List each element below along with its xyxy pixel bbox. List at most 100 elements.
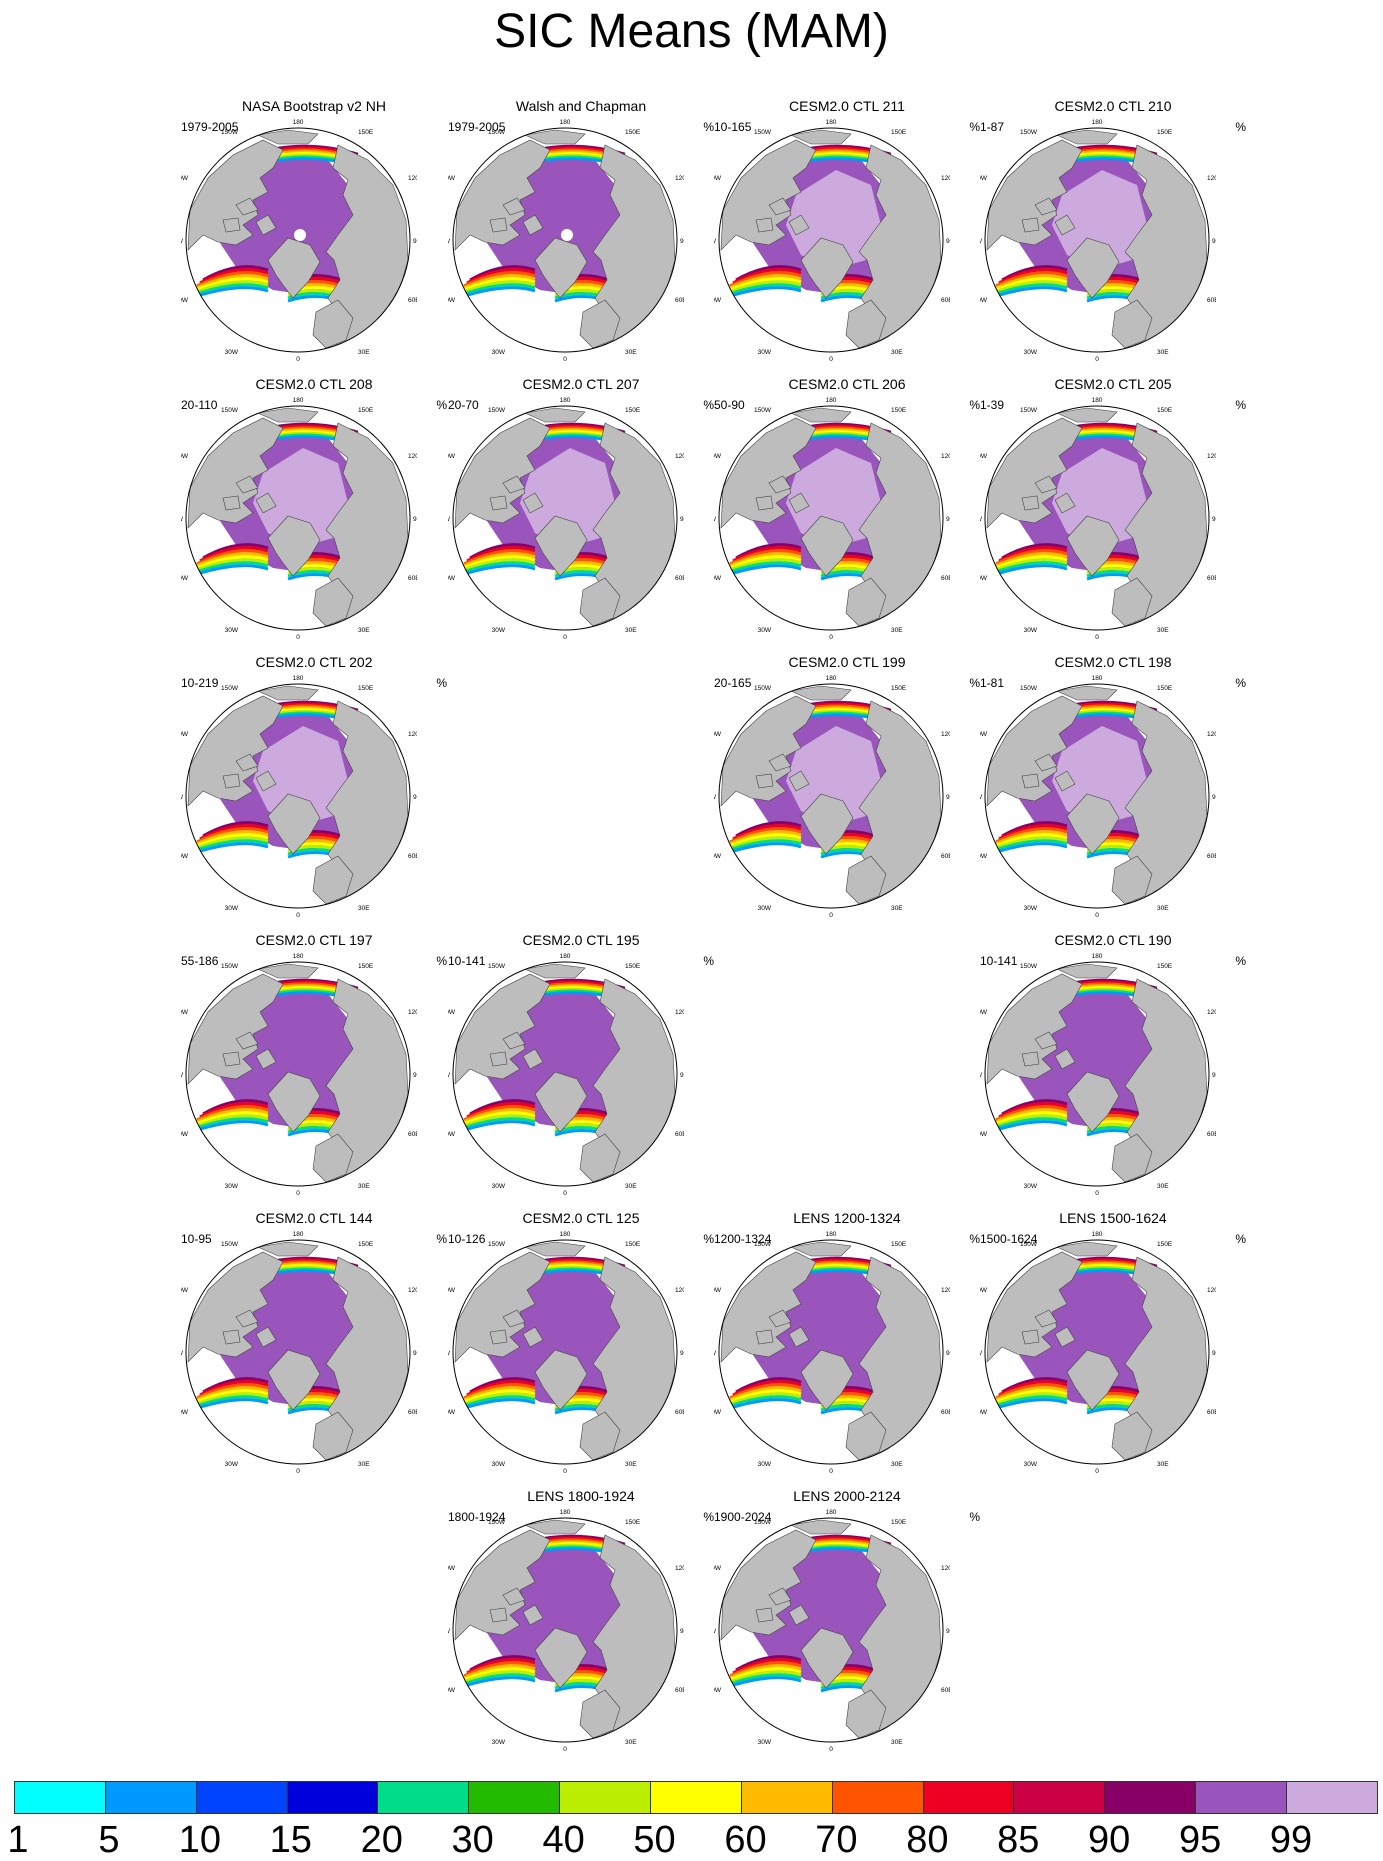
panel-years: 20-165 <box>714 676 752 690</box>
grid-label-right-upper: 120E <box>675 1009 684 1016</box>
grid-label-upper-right: 150E <box>891 685 907 692</box>
grid-label-upper-left: 150W <box>488 963 506 970</box>
grid-label-lower-right: 30E <box>891 627 903 634</box>
colorbar-label: 90 <box>1088 1819 1131 1861</box>
grid-label-lower-right: 30E <box>891 349 903 356</box>
colorbar-swatch <box>105 1781 197 1814</box>
colorbar-label: 5 <box>98 1819 120 1861</box>
grid-label-left-lower: 60W <box>714 1687 722 1694</box>
map-panel: CESM2.0 CTL 125 10-126% 180 150W 150E 120W 120… <box>448 1210 714 1475</box>
polar-map: 180 150W 150E 120W 120E 90W 90E 60W 60E 30W 30E 0 <box>448 1509 684 1753</box>
panel-units: % <box>1235 954 1246 968</box>
grid-label-bottom: 0 <box>1095 356 1099 363</box>
panel-title: CESM2.0 CTL 144 <box>255 1210 373 1226</box>
grid-label-bottom: 0 <box>829 1468 833 1475</box>
grid-label-lower-left: 30W <box>225 349 239 356</box>
grid-label-left-upper: 120W <box>714 1287 722 1294</box>
grid-label-lower-left: 30W <box>225 1461 239 1468</box>
grid-label-left: 90W <box>181 794 184 801</box>
grid-label-right: 90E <box>946 238 950 245</box>
grid-label-right-upper: 120E <box>1207 1009 1216 1016</box>
grid-label-top: 180 <box>1092 953 1103 960</box>
grid-label-right-lower: 60E <box>941 575 950 582</box>
grid-label-lower-right: 30E <box>891 1739 903 1746</box>
colorbar-swatch <box>832 1781 924 1814</box>
grid-label-left-upper: 120W <box>448 453 456 460</box>
grid-label-left: 90W <box>714 516 717 523</box>
panel-title: CESM2.0 CTL 197 <box>255 932 373 948</box>
panel-title: LENS 1500-1624 <box>1059 1210 1167 1226</box>
grid-label-bottom: 0 <box>563 1190 567 1197</box>
panel-units: % <box>703 1510 714 1524</box>
grid-label-top: 180 <box>293 953 304 960</box>
grid-label-left-upper: 120W <box>181 453 189 460</box>
panel-units: % <box>1235 676 1246 690</box>
grid-label-right-lower: 60E <box>408 1131 417 1138</box>
grid-label-upper-right: 150E <box>358 1241 374 1248</box>
grid-label-top: 180 <box>826 1509 837 1516</box>
panel-units: % <box>436 398 447 412</box>
grid-label-upper-left: 150W <box>754 129 772 136</box>
grid-label-left: 90W <box>448 1350 451 1357</box>
colorbar-swatch <box>378 1781 470 1814</box>
colorbar-swatch <box>1014 1781 1106 1814</box>
grid-label-right-upper: 120E <box>941 453 950 460</box>
grid-label-upper-right: 150E <box>1157 963 1173 970</box>
panel-units: % <box>436 954 447 968</box>
grid-label-lower-left: 30W <box>758 1461 772 1468</box>
grid-label-upper-left: 150W <box>221 407 239 414</box>
colorbar-label: 85 <box>997 1819 1040 1861</box>
grid-label-right: 90E <box>946 1350 950 1357</box>
panel-years: 1979-2005 <box>181 120 239 134</box>
map-panel: LENS 2000-21241900-2024%180150W150E120W1… <box>714 1488 980 1753</box>
colorbar-label: 15 <box>269 1819 312 1861</box>
grid-label-left: 90W <box>714 1628 717 1635</box>
colorbar-swatch <box>923 1781 1015 1814</box>
map-panel: CESM2.0 CTL 202 10-219% 180 150W 150E 120W 120… <box>181 654 447 919</box>
grid-label-bottom: 0 <box>563 634 567 641</box>
grid-label-right-lower: 60E <box>675 1131 684 1138</box>
grid-label-top: 180 <box>560 397 571 404</box>
map-panel: LENS 1200-13241200-1324%180150W150E120W1… <box>714 1210 980 1475</box>
panel-years: 10-141 <box>448 954 486 968</box>
polar-map: 180 150W 150E 120W 120E 90W 90E 60W 60E 30W 30E 0 <box>448 397 684 641</box>
grid-label-left: 90W <box>181 1350 184 1357</box>
map-panel: CESM2.0 CTL 210 1-87% 180 150W 150E 120W 120E 9… <box>980 98 1246 363</box>
polar-map: 180 150W 150E 120W 120E 90W 90E 60W 60E 30W 30E 0 <box>181 397 417 641</box>
grid-label-lower-right: 30E <box>1157 1461 1169 1468</box>
panel-years: 10-126 <box>448 1232 486 1246</box>
grid-label-upper-right: 150E <box>625 407 641 414</box>
polar-map: 180 150W 150E 120W 120E 90W 90E 60W 60E 30W 30E 0 <box>181 119 417 363</box>
grid-label-upper-left: 150W <box>221 1241 239 1248</box>
map-panel: CESM2.0 CTL 199 20-165% 180 150W 150E 120W 120… <box>714 654 980 919</box>
grid-label-upper-left: 150W <box>221 685 239 692</box>
grid-label-left-upper: 120W <box>448 1287 456 1294</box>
grid-label-upper-left: 150W <box>488 129 506 136</box>
grid-label-lower-left: 30W <box>492 349 506 356</box>
map-panel: CESM2.0 CTL 206 50-90% 180 150W 150E 120W 120E… <box>714 376 980 641</box>
grid-label-upper-left: 150W <box>221 963 239 970</box>
panel-units: % <box>703 398 714 412</box>
panel-units: % <box>969 1510 980 1524</box>
grid-label-upper-left: 150W <box>1020 963 1038 970</box>
grid-label-right: 90E <box>413 1072 417 1079</box>
map-panel: CESM2.0 CTL 205 1-39% 180 150W 150E 120W 120E 9… <box>980 376 1246 641</box>
grid-label-upper-right: 150E <box>1157 129 1173 136</box>
grid-label-left: 90W <box>714 238 717 245</box>
grid-label-right-upper: 120E <box>941 175 950 182</box>
panel-title: CESM2.0 CTL 190 <box>1054 932 1172 948</box>
grid-label-right: 90E <box>413 516 417 523</box>
grid-label-upper-left: 150W <box>1020 129 1038 136</box>
grid-label-right-lower: 60E <box>941 853 950 860</box>
grid-label-bottom: 0 <box>829 1746 833 1753</box>
grid-label-left-lower: 60W <box>181 297 189 304</box>
grid-label-right-lower: 60E <box>941 1687 950 1694</box>
colorbar-label: 20 <box>360 1819 403 1861</box>
grid-label-left-lower: 60W <box>714 575 722 582</box>
grid-label-upper-right: 150E <box>891 1241 907 1248</box>
grid-label-upper-right: 150E <box>625 129 641 136</box>
grid-label-left-lower: 60W <box>980 297 988 304</box>
grid-label-top: 180 <box>1092 119 1103 126</box>
grid-label-lower-right: 30E <box>625 1739 637 1746</box>
grid-label-right-lower: 60E <box>408 575 417 582</box>
